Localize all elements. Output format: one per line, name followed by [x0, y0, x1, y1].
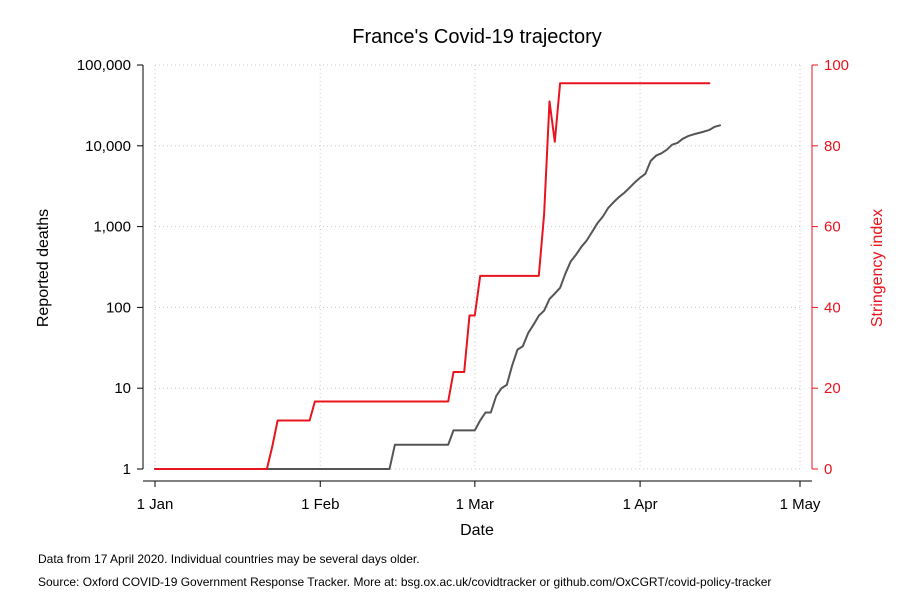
- x-tick-label: 1 Mar: [456, 496, 494, 513]
- x-tick-label: 1 Feb: [301, 496, 339, 513]
- y-left-axis-label: Reported deaths: [35, 209, 52, 327]
- y-right-tick-label: 80: [824, 138, 841, 155]
- x-tick-label: 1 Apr: [623, 496, 658, 513]
- y-right-tick-label: 0: [824, 461, 832, 478]
- deaths-series-line: [154, 124, 721, 470]
- chart-title: France's Covid-19 trajectory: [352, 26, 601, 48]
- y-left-tick-label: 100: [106, 299, 131, 316]
- x-tick-label: 1 Jan: [137, 496, 174, 513]
- data-date-note: Data from 17 April 2020. Individual coun…: [38, 552, 420, 566]
- y-right-axis-label: Stringency index: [869, 209, 886, 327]
- y-left-tick-label: 10,000: [85, 138, 131, 155]
- x-tick-label: 1 May: [780, 496, 821, 513]
- y-left-tick-label: 1,000: [93, 219, 131, 236]
- y-right-tick-label: 20: [824, 380, 841, 397]
- axes-layer: 1 Jan 1 Feb 1 Mar 1 Apr 1 May 1 10 100 1,000 10,0…: [77, 57, 849, 513]
- y-right-tick-label: 100: [824, 57, 849, 74]
- grid-layer: [154, 64, 801, 470]
- source-note: Source: Oxford COVID-19 Government Respo…: [38, 575, 772, 589]
- series-layer: [154, 82, 721, 470]
- x-axis-label: Date: [460, 522, 494, 539]
- y-left-tick-label: 100,000: [77, 57, 131, 74]
- y-left-tick-label: 1: [123, 461, 131, 478]
- stringency-series-line: [154, 82, 711, 470]
- y-right-tick-label: 60: [824, 219, 841, 236]
- y-right-tick-label: 40: [824, 299, 841, 316]
- y-left-tick-label: 10: [114, 380, 131, 397]
